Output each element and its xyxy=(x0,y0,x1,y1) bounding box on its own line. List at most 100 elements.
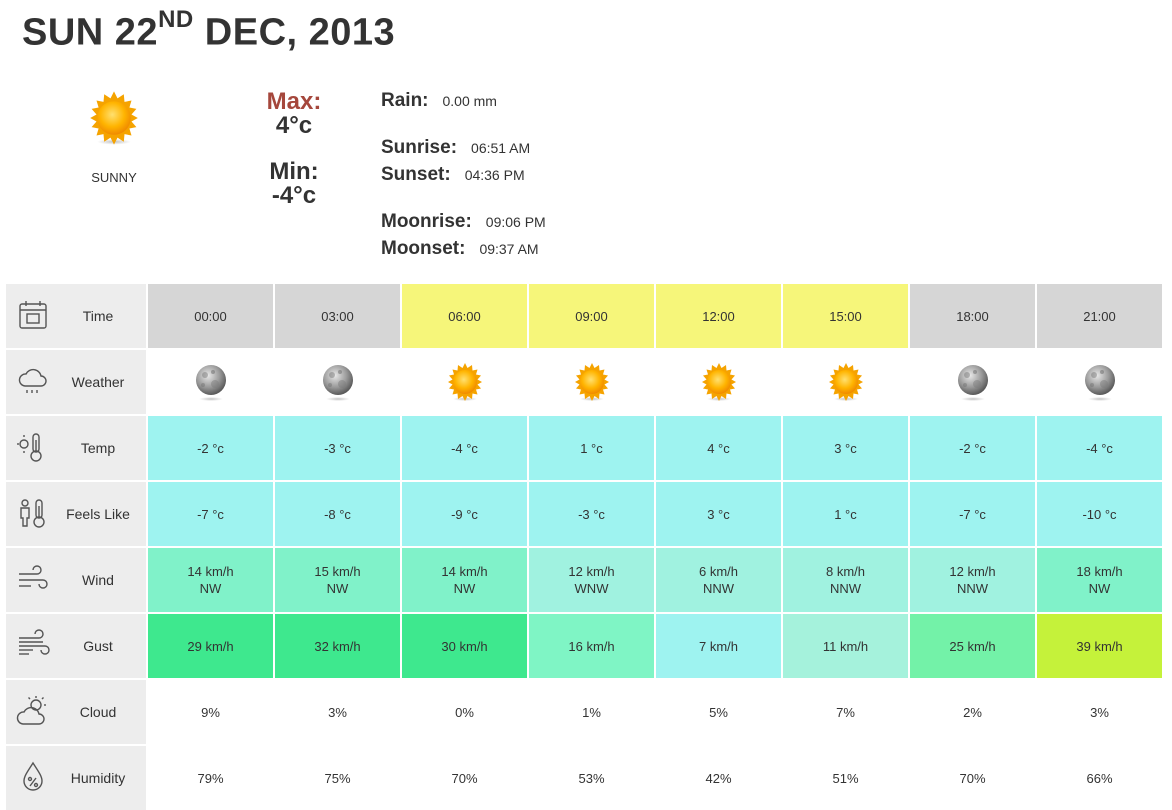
weather-cell xyxy=(783,350,908,414)
row-label-text: Gust xyxy=(83,638,113,654)
wind-direction: NW xyxy=(199,581,222,596)
rain-label: Rain: xyxy=(381,90,429,111)
sunrise-info: Sunrise: 06:51 AM xyxy=(381,137,530,159)
wind-speed: 6 km/h xyxy=(698,564,738,579)
weather-cell xyxy=(656,350,781,414)
row-label-weather: Weather xyxy=(6,350,146,414)
row-temp: Temp -2 °c -3 °c -4 °c 1 °c 4 °c 3 °c -2… xyxy=(6,416,1166,480)
wind-direction: NNW xyxy=(829,581,862,596)
temp-cell: -4 °c xyxy=(1037,416,1162,480)
wind-cell: 14 km/h NW xyxy=(148,548,273,612)
moonset-info: Moonset: 09:37 AM xyxy=(381,238,539,260)
wind-speed: 8 km/h xyxy=(825,564,865,579)
weather-cell xyxy=(402,350,527,414)
moon-icon xyxy=(1080,362,1120,402)
row-weather: Weather xyxy=(6,350,1166,414)
wind-cell: 14 km/h NW xyxy=(402,548,527,612)
feels-like-cell: -7 °c xyxy=(148,482,273,546)
cloud-cell: 2% xyxy=(963,704,982,720)
temp-cell: 3 °c xyxy=(783,416,908,480)
max-temp: Max: 4°c xyxy=(236,90,352,138)
sun-icon xyxy=(826,362,866,402)
wind-direction: NNW xyxy=(956,581,989,596)
gust-cell: 29 km/h xyxy=(148,614,273,678)
wind-direction: NW xyxy=(326,581,349,596)
wind-cell: 15 km/h NW xyxy=(275,548,400,612)
weather-cell xyxy=(910,350,1035,414)
rain-value: 0.00 mm xyxy=(442,93,497,109)
row-feels-like: Feels Like -7 °c -8 °c -9 °c -3 °c 3 °c … xyxy=(6,482,1166,546)
sun-icon xyxy=(572,362,612,402)
wind-direction: NW xyxy=(453,581,476,596)
wind-speed: 14 km/h xyxy=(187,564,234,579)
row-label-gust: Gust xyxy=(6,614,146,678)
wind-cell: 6 km/h NNW xyxy=(656,548,781,612)
row-label-text: Wind xyxy=(82,572,114,588)
wind-speed: 15 km/h xyxy=(314,564,361,579)
min-label: Min: xyxy=(269,158,319,185)
moon-icon xyxy=(953,362,993,402)
sun-icon xyxy=(86,90,142,146)
condition-label: SUNNY xyxy=(91,170,137,185)
row-time: Time 00:00 03:00 06:00 09:00 12:00 15:00… xyxy=(6,284,1166,348)
cloud-cell: 0% xyxy=(455,704,474,720)
humidity-cell: 42% xyxy=(705,770,732,786)
sunset-info: Sunset: 04:36 PM xyxy=(381,164,525,186)
cloud-cell: 3% xyxy=(1090,704,1109,720)
humidity-cell: 70% xyxy=(959,770,986,786)
row-cloud: Cloud 9% 3% 0% 1% 5% 7% 2% 3% xyxy=(6,680,1166,744)
time-cell: 09:00 xyxy=(529,284,654,348)
humidity-cell: 53% xyxy=(578,770,605,786)
weather-cell xyxy=(529,350,654,414)
cloud-cell: 3% xyxy=(328,704,347,720)
time-cell: 18:00 xyxy=(910,284,1035,348)
row-label-text: Time xyxy=(82,308,114,324)
min-temp: Min: -4°c xyxy=(236,160,352,208)
feels-like-cell: -10 °c xyxy=(1037,482,1162,546)
gust-icon xyxy=(19,629,50,655)
wind-cell: 12 km/h NNW xyxy=(910,548,1035,612)
sunrise-value: 06:51 AM xyxy=(471,140,531,156)
sunrise-label: Sunrise: xyxy=(381,137,458,158)
row-label-text: Temp xyxy=(80,440,116,456)
humidity-cell: 51% xyxy=(832,770,859,786)
max-value: 4°c xyxy=(275,112,313,139)
weather-cell xyxy=(148,350,273,414)
temp-cell: -2 °c xyxy=(910,416,1035,480)
time-cell: 06:00 xyxy=(402,284,527,348)
time-cell: 03:00 xyxy=(275,284,400,348)
cloud-cell: 5% xyxy=(709,704,728,720)
wind-icon xyxy=(19,565,48,589)
wind-direction: WNW xyxy=(574,581,609,596)
cloud-cell: 7% xyxy=(836,704,855,720)
row-label-cloud: Cloud xyxy=(6,680,146,744)
humidity-cell: 75% xyxy=(324,770,351,786)
gust-cell: 32 km/h xyxy=(275,614,400,678)
moonrise-label: Moonrise: xyxy=(381,211,472,232)
gust-cell: 11 km/h xyxy=(783,614,908,678)
wind-speed: 18 km/h xyxy=(1076,564,1123,579)
moonrise-info: Moonrise: 09:06 PM xyxy=(381,211,546,233)
row-label-time: Time xyxy=(6,284,146,348)
row-label-feels-like: Feels Like xyxy=(6,482,146,546)
wind-speed: 14 km/h xyxy=(441,564,488,579)
row-label-text: Cloud xyxy=(79,704,117,720)
row-next xyxy=(6,804,1166,808)
temp-cell: -2 °c xyxy=(148,416,273,480)
temp-cell: -4 °c xyxy=(402,416,527,480)
row-label-text: Humidity xyxy=(70,770,126,786)
page-title: SUN 22ND DEC, 2013 xyxy=(22,6,396,54)
wind-direction: NW xyxy=(1088,581,1111,596)
feels-like-cell: -7 °c xyxy=(910,482,1035,546)
moonrise-value: 09:06 PM xyxy=(485,214,546,230)
calendar-icon xyxy=(19,301,47,329)
row-label-next xyxy=(6,804,146,808)
moonset-label: Moonset: xyxy=(381,238,466,259)
row-label-wind: Wind xyxy=(6,548,146,612)
feels-like-cell: 1 °c xyxy=(783,482,908,546)
max-label: Max: xyxy=(266,88,322,115)
min-value: -4°c xyxy=(271,182,317,209)
gust-cell: 39 km/h xyxy=(1037,614,1162,678)
wind-direction: NNW xyxy=(702,581,735,596)
temp-cell: -3 °c xyxy=(275,416,400,480)
